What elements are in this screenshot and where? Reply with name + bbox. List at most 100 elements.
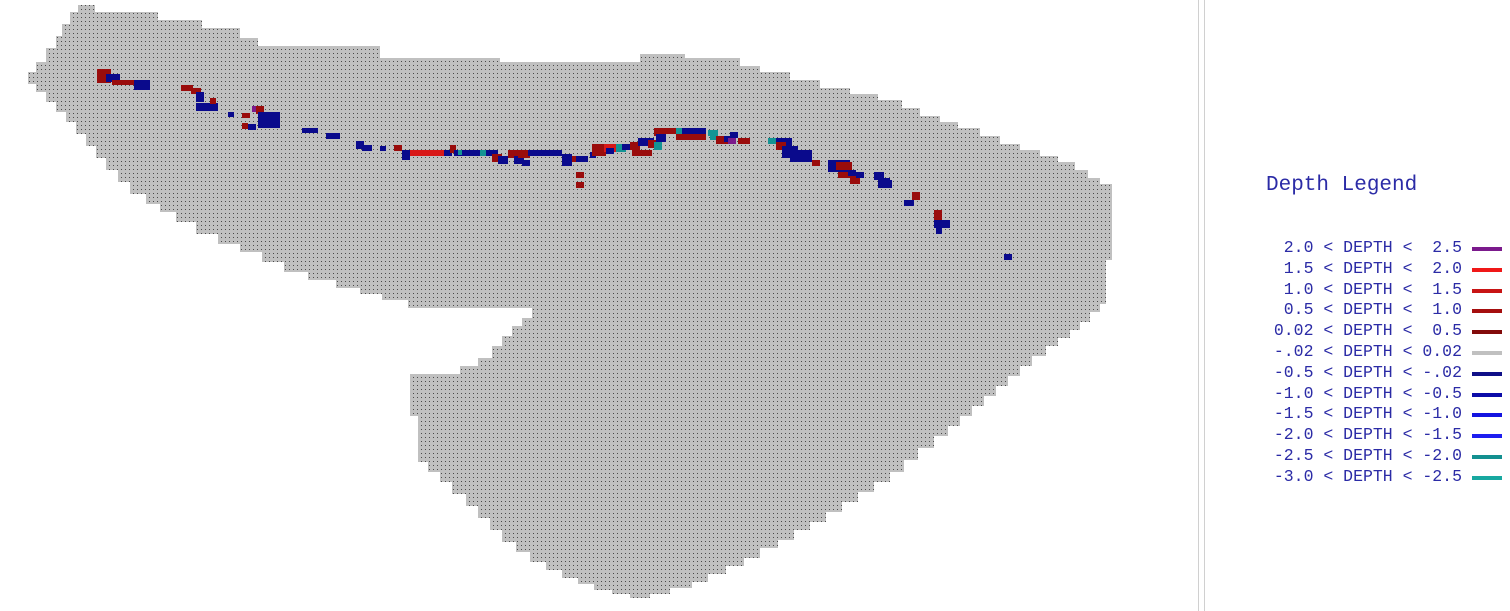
legend-swatch xyxy=(1472,330,1502,335)
depth-cell xyxy=(134,80,150,90)
depth-cell xyxy=(498,156,508,164)
depth-cell xyxy=(258,112,280,128)
legend-label: 2.0 < DEPTH < 2.5 xyxy=(1283,238,1462,257)
depth-cell xyxy=(486,150,498,156)
depth-cell xyxy=(850,176,860,184)
legend-row: 0.5 < DEPTH < 1.0 xyxy=(1206,300,1510,321)
depth-cell xyxy=(356,141,364,149)
depth-cell xyxy=(656,134,666,142)
legend-row: -.02 < DEPTH < 0.02 xyxy=(1206,342,1510,363)
depth-cell xyxy=(630,142,640,150)
depth-cell xyxy=(724,136,730,142)
legend-swatch xyxy=(1472,413,1502,418)
legend-label: -2.0 < DEPTH < -1.5 xyxy=(1273,425,1462,445)
depth-cells xyxy=(97,69,1012,260)
legend-row: -1.5 < DEPTH < -1.0 xyxy=(1206,404,1510,425)
legend-row: -1.0 < DEPTH < -0.5 xyxy=(1206,384,1510,405)
depth-cell xyxy=(181,85,193,91)
legend-label: -3.0 < DEPTH < -2.5 xyxy=(1273,466,1462,486)
depth-cell xyxy=(326,133,340,139)
depth-cell xyxy=(768,138,776,144)
depth-cell xyxy=(380,146,386,151)
panel-divider-2 xyxy=(1204,0,1205,611)
depth-cell xyxy=(106,74,120,82)
legend-label: 0.5 < DEPTH < 1.0 xyxy=(1283,300,1462,320)
legend-swatch xyxy=(1472,434,1502,439)
depth-cell xyxy=(912,192,920,200)
depth-cell xyxy=(228,112,234,117)
depth-cell xyxy=(191,88,201,94)
depth-cell xyxy=(934,220,950,228)
legend-row: 1.5 < DEPTH < 2.0 xyxy=(1206,259,1510,280)
depth-cell xyxy=(776,142,786,150)
legend-swatch xyxy=(1472,247,1502,251)
depth-cell xyxy=(738,138,750,144)
domain-region xyxy=(28,5,1112,598)
depth-cell xyxy=(492,154,502,162)
depth-cell xyxy=(836,162,852,170)
depth-cell xyxy=(518,150,530,158)
depth-cell xyxy=(676,134,706,140)
legend-label: 1.5 < DEPTH < 2.0 xyxy=(1283,258,1462,278)
depth-cell xyxy=(708,130,718,136)
depth-cell xyxy=(638,138,654,146)
depth-cell xyxy=(692,128,706,134)
depth-cell xyxy=(210,98,216,104)
depth-cell xyxy=(856,172,864,178)
legend-swatch xyxy=(1472,288,1502,293)
depth-cell xyxy=(242,113,250,118)
depth-cell xyxy=(710,134,716,140)
legend-row: 1.0 < DEPTH < 1.5 xyxy=(1206,280,1510,301)
legend-label: 0.02 < DEPTH < 0.5 xyxy=(1273,321,1462,341)
legend-row: 2.0 < DEPTH < 2.5 xyxy=(1206,238,1510,259)
depth-cell xyxy=(654,128,666,136)
depth-cell xyxy=(616,144,626,152)
depth-cell xyxy=(444,150,452,156)
legend-swatch xyxy=(1472,392,1502,397)
depth-cell xyxy=(632,150,652,156)
domain-dots xyxy=(28,5,1112,598)
legend-row: 0.02 < DEPTH < 0.5 xyxy=(1206,321,1510,342)
legend-swatch xyxy=(1472,475,1502,480)
depth-cell xyxy=(878,178,890,188)
legend-label: -0.5 < DEPTH < -.02 xyxy=(1273,362,1462,382)
legend-label: -2.5 < DEPTH < -2.0 xyxy=(1273,445,1462,465)
depth-cell xyxy=(508,150,518,158)
depth-cell xyxy=(252,106,258,112)
depth-cell xyxy=(648,140,656,148)
panel-divider-1 xyxy=(1198,0,1199,611)
depth-cell xyxy=(886,180,892,188)
legend-swatch xyxy=(1472,350,1502,355)
legend-swatch xyxy=(1472,454,1502,459)
depth-cell xyxy=(576,182,584,188)
depth-cell xyxy=(402,150,410,160)
depth-cell xyxy=(362,145,372,151)
depth-cell xyxy=(394,145,402,151)
depth-cell xyxy=(436,150,446,156)
depth-cell xyxy=(730,132,738,138)
depth-map xyxy=(28,5,1112,598)
depth-cell xyxy=(572,156,578,162)
depth-cell xyxy=(462,150,482,156)
depth-cell xyxy=(654,142,662,150)
legend-row: -0.5 < DEPTH < -.02 xyxy=(1206,363,1510,384)
legend-swatch xyxy=(1472,371,1502,376)
depth-cell xyxy=(606,148,614,154)
legend-label: -1.0 < DEPTH < -0.5 xyxy=(1273,383,1462,403)
legend-title: Depth Legend xyxy=(1266,174,1418,197)
depth-cell xyxy=(904,200,914,206)
depth-cell xyxy=(676,128,682,134)
depth-cell xyxy=(248,124,256,130)
legend-swatch xyxy=(1472,267,1502,272)
legend-row: -3.0 < DEPTH < -2.5 xyxy=(1206,467,1510,488)
depth-cell xyxy=(666,128,678,134)
depth-cell xyxy=(812,160,820,166)
depth-cell xyxy=(562,154,572,166)
depth-cell xyxy=(480,150,486,156)
depth-cell xyxy=(592,144,606,156)
legend-row: -2.5 < DEPTH < -2.0 xyxy=(1206,446,1510,467)
depth-cell xyxy=(112,80,134,85)
depth-cell xyxy=(522,160,530,166)
legend-label: -1.5 < DEPTH < -1.0 xyxy=(1273,404,1462,424)
depth-cell xyxy=(682,128,692,134)
